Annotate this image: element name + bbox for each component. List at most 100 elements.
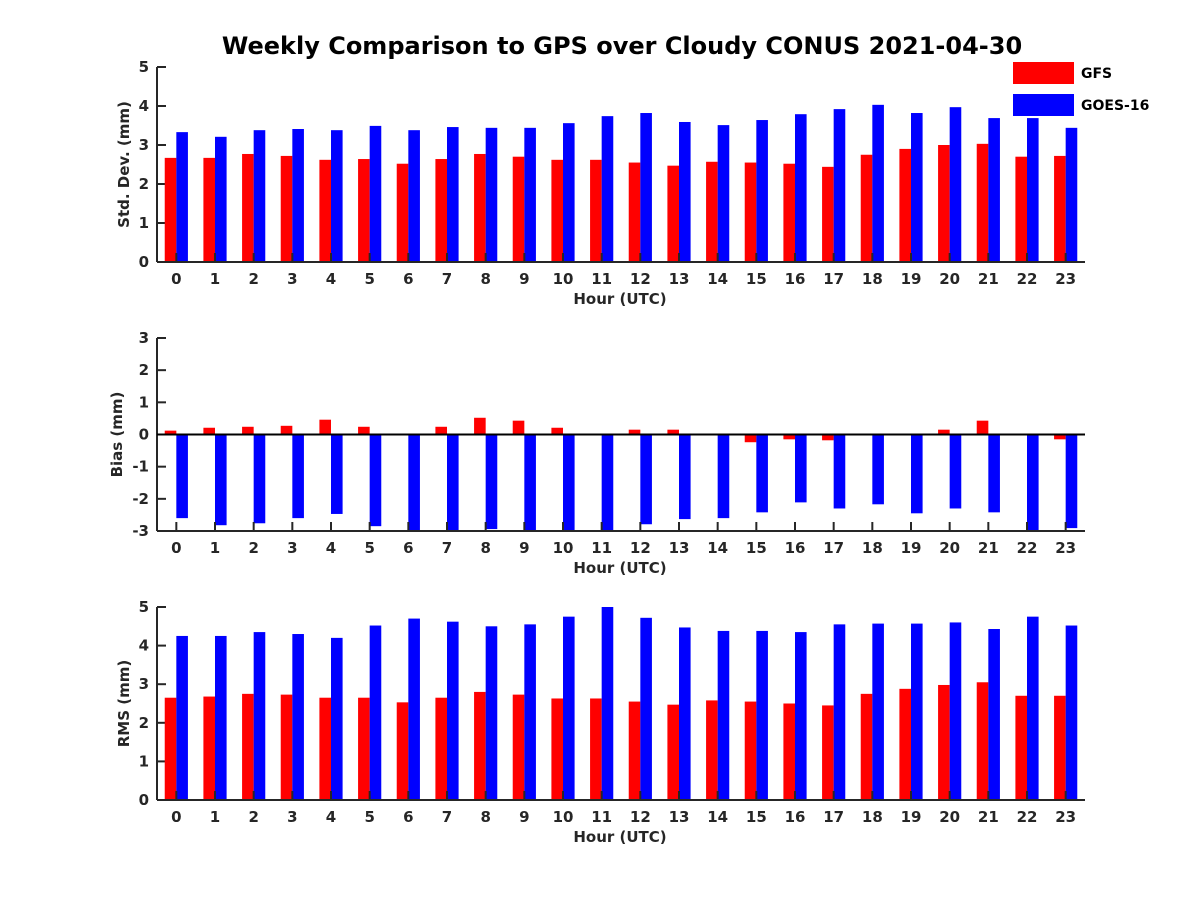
bar-goes-16-hour-2 (253, 632, 266, 800)
bar-gfs-hour-17 (822, 166, 834, 262)
bar-gfs-hour-6 (396, 163, 409, 262)
bar-goes-16-hour-13 (679, 121, 691, 263)
x-tick-label: 2 (248, 539, 258, 557)
bar-goes-16-hour-3 (292, 634, 304, 800)
bar-gfs-hour-16 (783, 434, 795, 440)
x-tick-label: 19 (901, 270, 922, 288)
x-tick-label: 16 (785, 270, 806, 288)
bar-gfs-hour-8 (474, 417, 486, 435)
x-tick-label: 1 (210, 270, 220, 288)
bar-goes-16-hour-8 (485, 434, 498, 530)
bar-gfs-hour-13 (667, 165, 679, 262)
bar-gfs-hour-0 (164, 430, 177, 435)
bar-goes-16-hour-14 (717, 125, 730, 262)
bar-gfs-hour-3 (280, 694, 293, 800)
x-tick-label: 21 (978, 539, 999, 557)
bar-gfs-hour-23 (1054, 434, 1066, 440)
bar-goes-16-hour-13 (679, 627, 691, 800)
x-tick-label: 3 (287, 539, 297, 557)
bar-gfs-hour-11 (590, 698, 602, 800)
bar-goes-16-hour-3 (292, 434, 304, 519)
bar-gfs-hour-7 (435, 159, 447, 262)
x-tick-label: 9 (519, 808, 529, 826)
bar-goes-16-hour-0 (176, 635, 188, 800)
bar-gfs-hour-16 (783, 163, 795, 262)
y-tick-label: -1 (132, 458, 149, 476)
bar-gfs-hour-18 (860, 693, 873, 800)
bar-goes-16-hour-20 (949, 434, 962, 509)
x-tick-label: 1 (210, 539, 220, 557)
x-tick-label: 16 (785, 539, 806, 557)
bar-goes-16-hour-13 (679, 434, 691, 520)
bar-goes-16-hour-19 (911, 434, 923, 514)
bar-gfs-hour-3 (280, 425, 293, 435)
x-tick-label: 6 (403, 539, 413, 557)
x-tick-label: 9 (519, 539, 529, 557)
bar-gfs-hour-14 (706, 700, 718, 800)
bar-gfs-hour-14 (706, 161, 718, 262)
bar-gfs-hour-4 (319, 159, 331, 262)
x-tick-label: 4 (326, 539, 336, 557)
bar-gfs-hour-8 (474, 153, 486, 262)
bar-goes-16-hour-1 (215, 635, 227, 800)
bar-goes-16-hour-22 (1027, 118, 1039, 262)
bar-goes-16-hour-18 (872, 434, 884, 505)
x-tick-label: 11 (591, 808, 612, 826)
bar-gfs-hour-0 (164, 157, 177, 262)
bar-goes-16-hour-22 (1027, 434, 1039, 531)
x-tick-label: 5 (364, 808, 374, 826)
x-tick-label: 19 (901, 808, 922, 826)
y-tick-label: 4 (139, 97, 149, 115)
bar-goes-16-hour-19 (911, 623, 923, 800)
x-tick-label: 20 (939, 539, 960, 557)
bar-goes-16-hour-5 (369, 434, 382, 527)
bar-goes-16-hour-7 (447, 434, 459, 531)
bar-gfs-hour-19 (899, 688, 911, 800)
bar-goes-16-hour-10 (563, 123, 575, 262)
bar-goes-16-hour-23 (1065, 127, 1078, 262)
bar-goes-16-hour-4 (331, 637, 343, 800)
bar-gfs-hour-22 (1015, 156, 1027, 262)
bar-gfs-hour-1 (203, 427, 215, 435)
x-tick-label: 18 (862, 270, 883, 288)
y-tick-label: 3 (139, 329, 149, 347)
bar-gfs-hour-7 (435, 426, 447, 435)
x-tick-label: 12 (630, 808, 651, 826)
y-tick-label: 2 (139, 175, 149, 193)
bar-gfs-hour-19 (899, 148, 911, 262)
bar-goes-16-hour-0 (176, 132, 188, 262)
bar-goes-16-hour-8 (485, 127, 498, 262)
bar-gfs-hour-9 (512, 694, 525, 800)
bar-gfs-hour-23 (1054, 155, 1066, 262)
x-tick-label: 3 (287, 270, 297, 288)
bar-goes-16-hour-8 (485, 626, 498, 800)
x-tick-label: 4 (326, 808, 336, 826)
x-tick-label: 23 (1055, 808, 1076, 826)
bar-gfs-hour-15 (744, 162, 757, 262)
x-tick-label: 5 (364, 270, 374, 288)
x-tick-label: 1 (210, 808, 220, 826)
x-tick-label: 6 (403, 270, 413, 288)
bar-gfs-hour-16 (783, 703, 795, 800)
x-tick-label: 23 (1055, 270, 1076, 288)
x-tick-label: 10 (553, 270, 574, 288)
bar-gfs-hour-15 (744, 701, 757, 800)
bar-goes-16-hour-22 (1027, 616, 1039, 800)
bar-gfs-hour-0 (164, 697, 177, 800)
y-tick-label: 0 (139, 426, 149, 444)
x-tick-label: 0 (171, 808, 181, 826)
x-axis-label: Hour (UTC) (573, 559, 666, 577)
x-tick-label: 11 (591, 270, 612, 288)
bar-gfs-hour-10 (551, 159, 563, 262)
bar-goes-16-hour-14 (717, 630, 730, 800)
bar-goes-16-hour-3 (292, 129, 304, 262)
legend-label: GOES-16 (1081, 98, 1149, 114)
bar-gfs-hour-5 (358, 426, 370, 435)
y-tick-label: 0 (139, 791, 149, 809)
x-tick-label: 20 (939, 270, 960, 288)
x-tick-label: 11 (591, 539, 612, 557)
x-tick-label: 10 (553, 808, 574, 826)
bar-goes-16-hour-17 (833, 434, 846, 509)
bar-goes-16-hour-10 (563, 616, 575, 800)
bar-goes-16-hour-11 (601, 607, 614, 800)
